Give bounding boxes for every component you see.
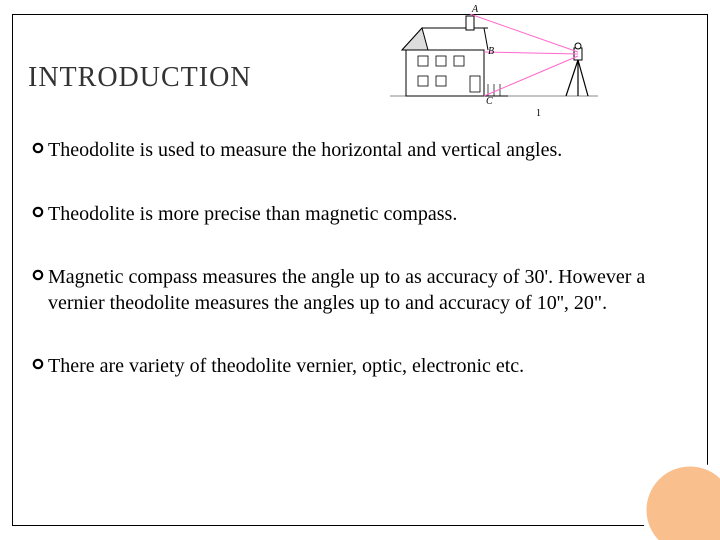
svg-text:1: 1 [536,108,541,119]
bullet-text: There are variety of theodolite vernier,… [48,354,678,380]
list-item: Theodolite is more precise than magnetic… [32,202,678,228]
bullet-list: Theodolite is used to measure the horizo… [32,138,678,380]
bullet-text: Theodolite is more precise than magnetic… [48,202,678,228]
bullet-marker-icon [32,358,48,370]
corner-ornament-icon [618,438,720,540]
list-item: Magnetic compass measures the angle up t… [32,265,678,316]
slide: INTRODUCTION A B C [0,0,720,540]
list-item: There are variety of theodolite vernier,… [32,354,678,380]
svg-text:A: A [471,4,479,15]
page-title: INTRODUCTION [28,62,252,94]
bullet-text: Theodolite is used to measure the horizo… [48,138,678,164]
illustration-theodolite-survey: A B C 1 [388,4,600,124]
list-item: Theodolite is used to measure the horizo… [32,138,678,164]
bullet-marker-icon [32,269,48,281]
svg-text:C: C [486,96,493,107]
bullet-marker-icon [32,142,48,154]
bullet-text: Magnetic compass measures the angle up t… [48,265,678,316]
svg-text:B: B [488,46,494,57]
bullet-marker-icon [32,206,48,218]
